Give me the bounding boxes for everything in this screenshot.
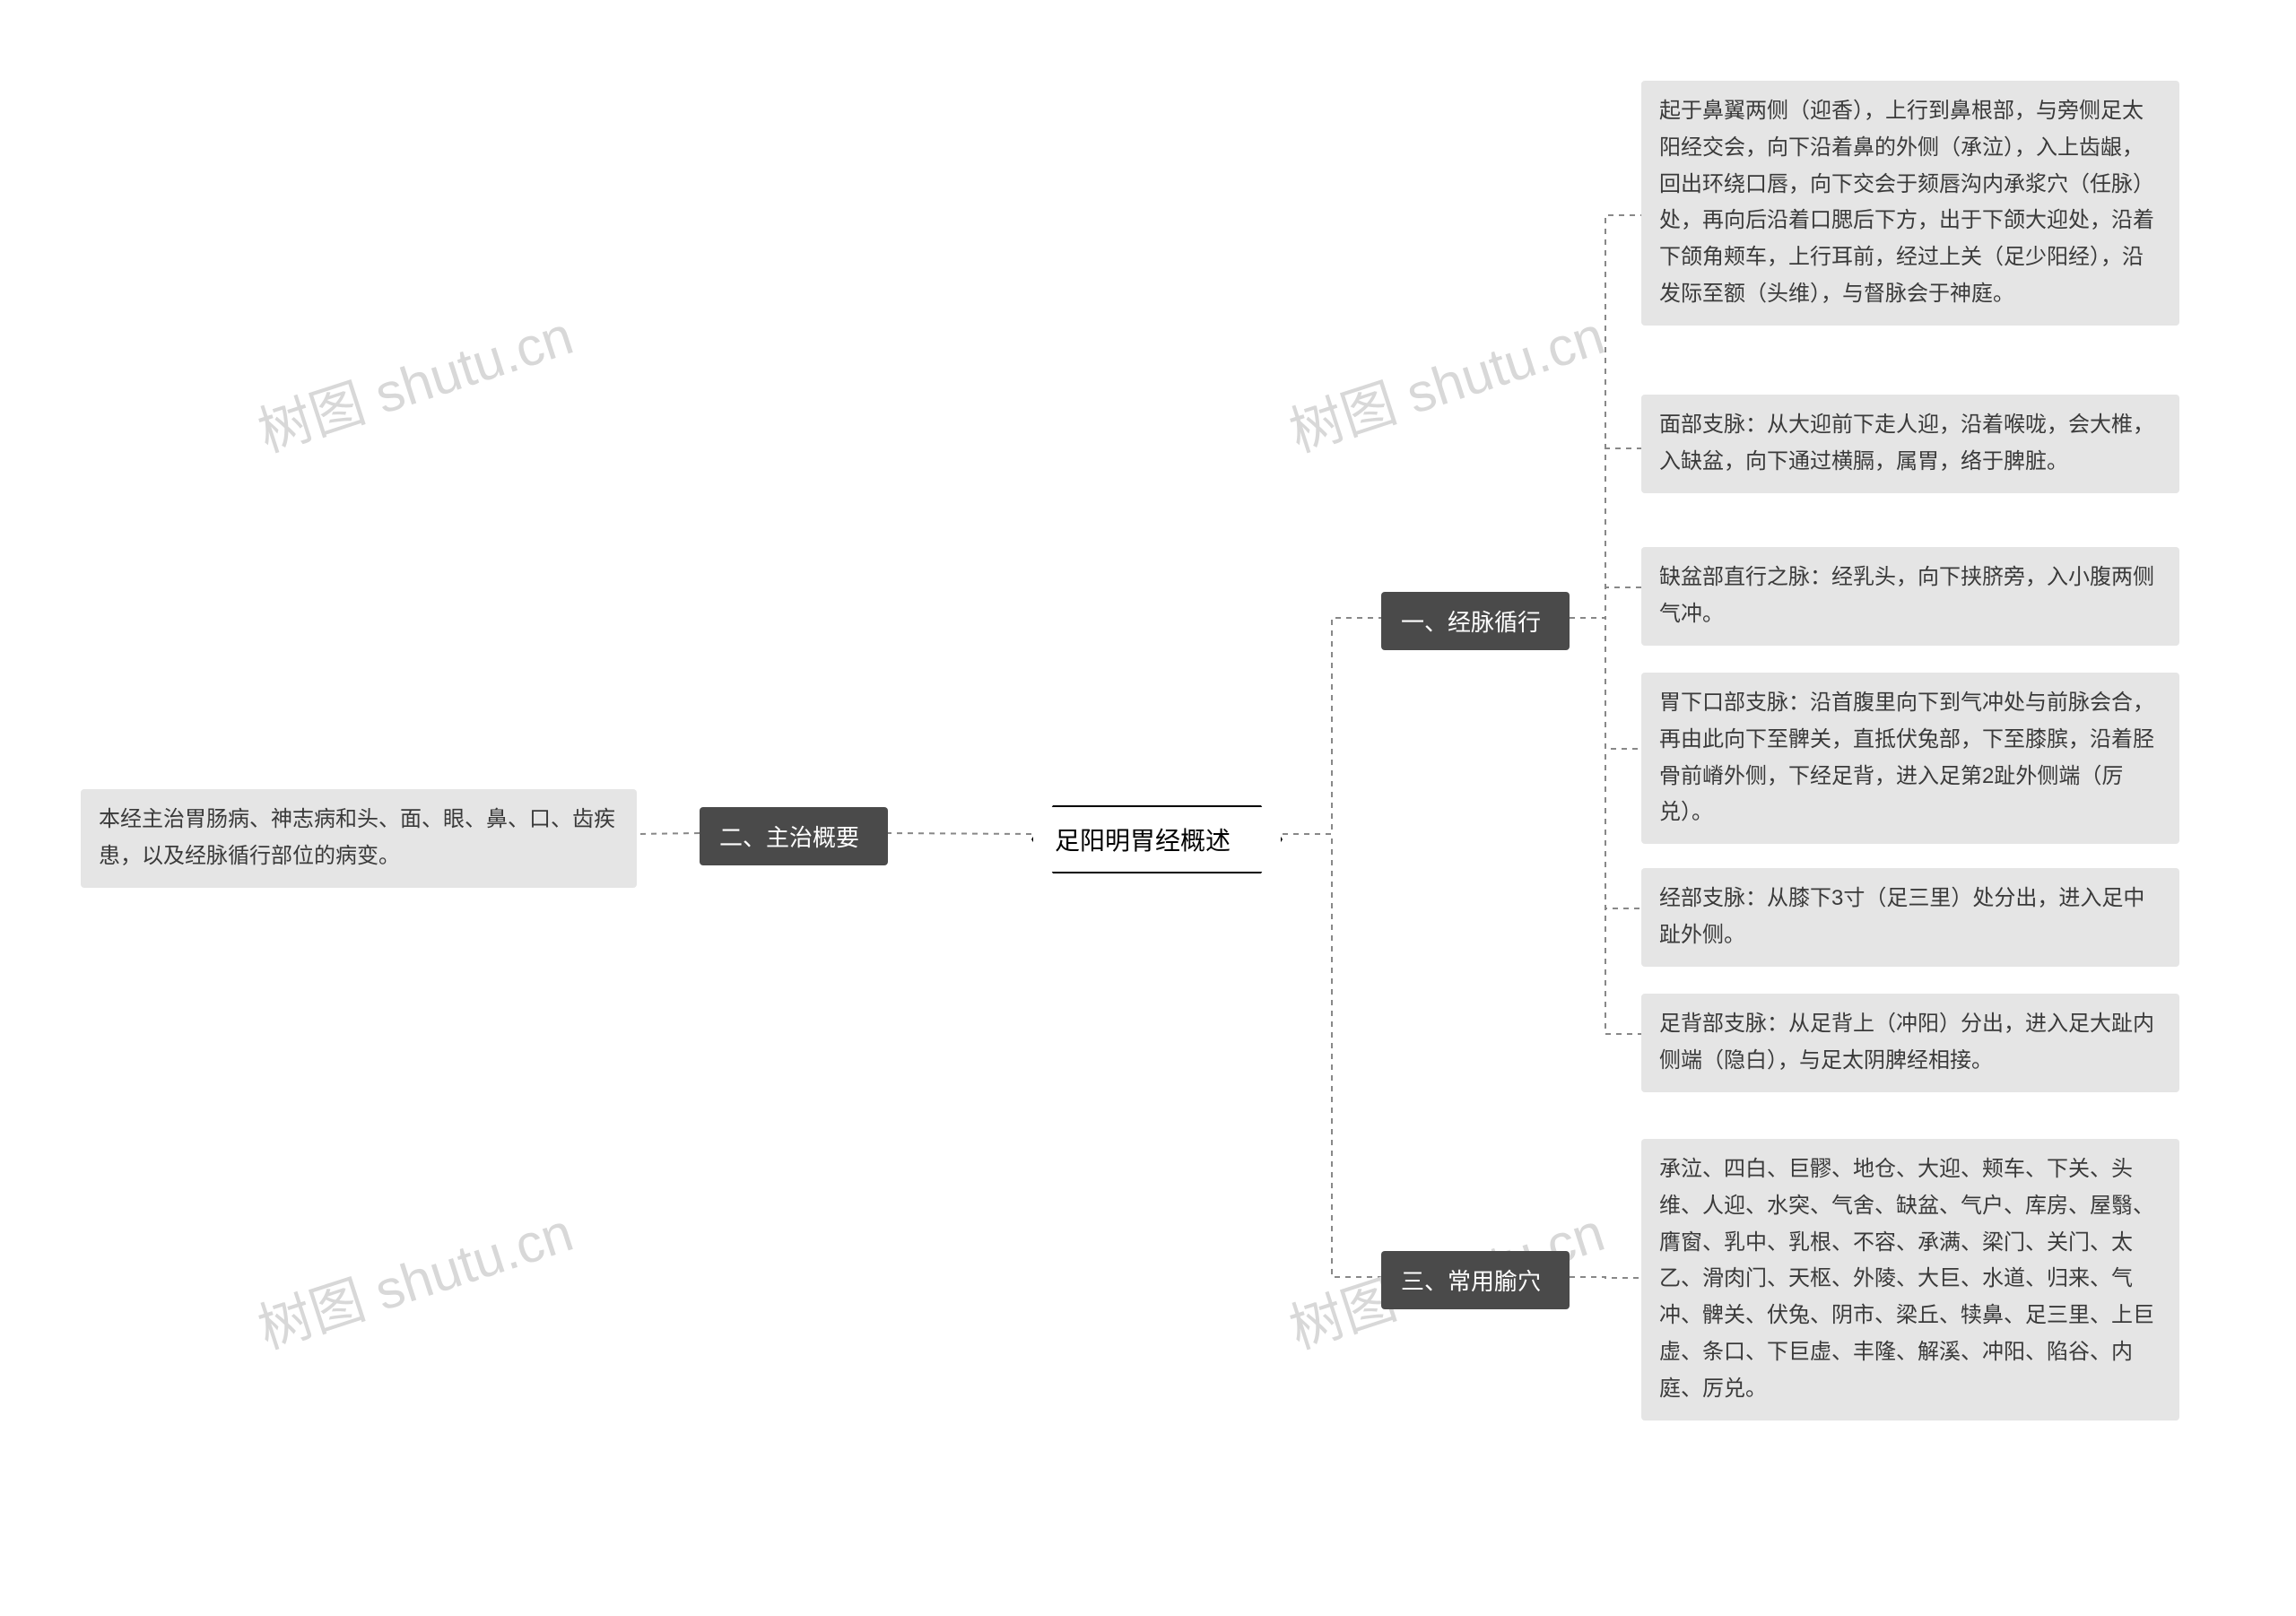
leaf-r2-0: 承泣、四白、巨髎、地仓、大迎、颊车、下关、头维、人迎、水突、气舍、缺盆、气户、库… xyxy=(1641,1139,2179,1421)
leaf-r1-5: 足背部支脉：从足背上（冲阳）分出，进入足大趾内侧端（隐白），与足太阴脾经相接。 xyxy=(1641,994,2179,1092)
leaf-r1-0: 起于鼻翼两侧（迎香），上行到鼻根部，与旁侧足太阳经交会，向下沿着鼻的外侧（承泣）… xyxy=(1641,81,2179,326)
watermark-1: 树图 shutu.cn xyxy=(247,292,581,467)
center-node: 足阳明胃经概述 xyxy=(1031,805,1283,873)
watermark-3: 树图 shutu.cn xyxy=(247,1189,581,1364)
leaf-r1-4: 经部支脉：从膝下3寸（足三里）处分出，进入足中趾外侧。 xyxy=(1641,868,2179,967)
branch-left: 二、主治概要 xyxy=(700,807,888,865)
leaf-r1-3: 胃下口部支脉：沿首腹里向下到气冲处与前脉会合，再由此向下至髀关，直抵伏兔部，下至… xyxy=(1641,673,2179,844)
leaf-r1-1: 面部支脉：从大迎前下走人迎，沿着喉咙，会大椎，入缺盆，向下通过横膈，属胃，络于脾… xyxy=(1641,395,2179,493)
watermark-2: 树图 shutu.cn xyxy=(1278,292,1613,467)
leaf-r1-2: 缺盆部直行之脉：经乳头，向下挟脐旁，入小腹两侧气冲。 xyxy=(1641,547,2179,646)
branch-right-1: 一、经脉循行 xyxy=(1381,592,1570,650)
leaf-left-0: 本经主治胃肠病、神志病和头、面、眼、鼻、口、齿疾患，以及经脉循行部位的病变。 xyxy=(81,789,637,888)
branch-right-2: 三、常用腧穴 xyxy=(1381,1251,1570,1309)
